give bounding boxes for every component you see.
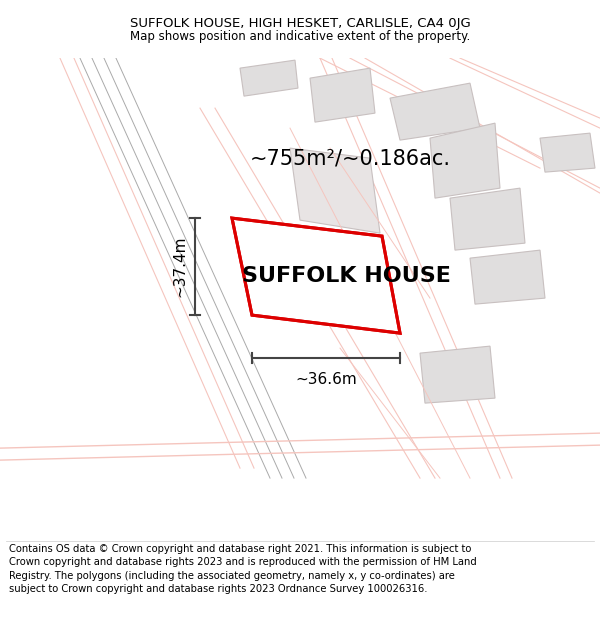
Text: Contains OS data © Crown copyright and database right 2021. This information is : Contains OS data © Crown copyright and d… bbox=[9, 544, 477, 594]
Polygon shape bbox=[252, 233, 387, 318]
Polygon shape bbox=[540, 133, 595, 172]
Polygon shape bbox=[232, 218, 400, 333]
Text: SUFFOLK HOUSE, HIGH HESKET, CARLISLE, CA4 0JG: SUFFOLK HOUSE, HIGH HESKET, CARLISLE, CA… bbox=[130, 18, 470, 31]
Text: ~36.6m: ~36.6m bbox=[295, 372, 357, 387]
Text: ~37.4m: ~37.4m bbox=[172, 236, 187, 298]
Polygon shape bbox=[430, 123, 500, 198]
Text: SUFFOLK HOUSE: SUFFOLK HOUSE bbox=[242, 266, 451, 286]
Text: Map shows position and indicative extent of the property.: Map shows position and indicative extent… bbox=[130, 30, 470, 43]
Polygon shape bbox=[470, 250, 545, 304]
Polygon shape bbox=[420, 346, 495, 403]
Polygon shape bbox=[390, 83, 480, 140]
Polygon shape bbox=[240, 60, 298, 96]
Polygon shape bbox=[310, 68, 375, 122]
Polygon shape bbox=[290, 148, 380, 233]
Text: ~755m²/~0.186ac.: ~755m²/~0.186ac. bbox=[250, 148, 451, 168]
Polygon shape bbox=[450, 188, 525, 250]
